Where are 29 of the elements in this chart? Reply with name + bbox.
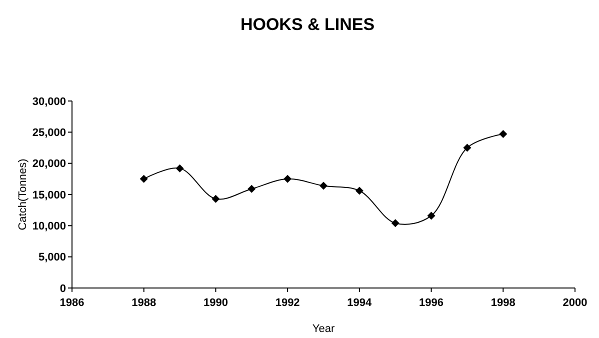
point <box>355 186 364 195</box>
point <box>391 219 400 228</box>
x-axis-title: Year <box>312 323 335 335</box>
point <box>320 182 328 190</box>
point <box>463 144 472 152</box>
point <box>427 212 436 220</box>
x-tick-label: 1998 <box>490 297 516 309</box>
x-tick-label: 1990 <box>203 297 228 309</box>
point <box>248 184 256 193</box>
chart-title: HOOKS & LINES <box>240 15 375 34</box>
y-axis-title: Catch(Tonnes) <box>17 158 29 230</box>
x-tick-label: 1986 <box>60 297 84 309</box>
y-tick-label: 25,000 <box>32 127 66 140</box>
point <box>176 164 184 172</box>
y-tick-label: 10,000 <box>32 220 66 233</box>
point <box>499 130 508 138</box>
point <box>212 194 220 203</box>
y-tick-label: 0 <box>60 282 66 295</box>
x-tick-label: 1992 <box>275 297 300 309</box>
y-tick-label: 30,000 <box>32 96 66 108</box>
x-tick-label: 2000 <box>562 297 588 309</box>
x-tick-label: 1988 <box>132 297 156 309</box>
point <box>284 174 292 183</box>
x-tick-label: 1996 <box>419 297 444 309</box>
y-tick-label: 15,000 <box>32 189 66 202</box>
y-tick-label: 20,000 <box>32 158 66 170</box>
x-tick-label: 1994 <box>347 297 373 309</box>
point <box>140 174 148 183</box>
y-tick-label: 5,000 <box>38 252 66 264</box>
